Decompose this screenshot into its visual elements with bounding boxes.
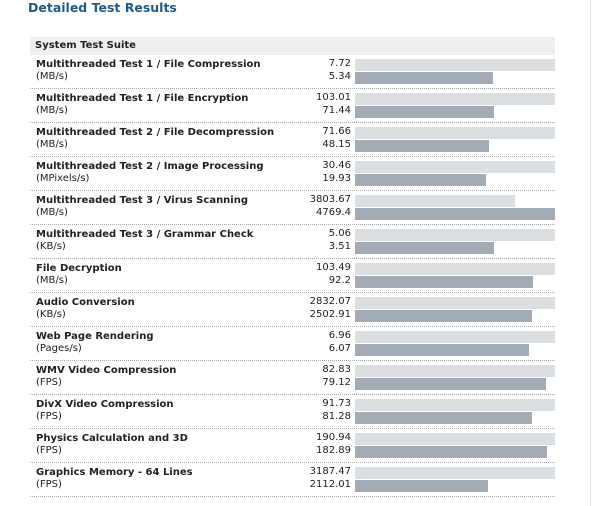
- score: 182.89: [316, 445, 351, 456]
- score: 6.96: [328, 330, 351, 341]
- row-separator: [30, 258, 555, 259]
- score: 7.72: [328, 58, 351, 69]
- test-name: WMV Video Compression: [36, 365, 177, 376]
- score-bar: [355, 344, 530, 356]
- test-unit: (MB/s): [36, 207, 68, 218]
- test-name: Audio Conversion: [36, 297, 135, 308]
- row-separator: [30, 360, 555, 361]
- test-name: Multithreaded Test 1 / File Encryption: [36, 93, 249, 104]
- score: 103.01: [316, 92, 351, 103]
- score: 3803.67: [309, 194, 351, 205]
- test-unit: (MB/s): [36, 275, 68, 286]
- score-bar: [355, 378, 547, 390]
- score: 2502.91: [309, 309, 351, 320]
- row-separator: [30, 326, 555, 327]
- score-bar: [355, 297, 555, 309]
- row-separator: [30, 224, 555, 225]
- score-bar: [355, 229, 555, 241]
- score: 2832.07: [309, 296, 351, 307]
- score-bar: [355, 365, 555, 377]
- score: 3187.47: [309, 466, 351, 477]
- test-name: Physics Calculation and 3D: [36, 433, 188, 444]
- score: 48.15: [322, 139, 351, 150]
- test-name: Multithreaded Test 3 / Grammar Check: [36, 229, 254, 240]
- score: 5.34: [328, 71, 351, 82]
- test-unit: (FPS): [36, 479, 62, 490]
- score: 5.06: [328, 228, 351, 239]
- score: 103.49: [316, 262, 351, 273]
- row-separator: [30, 156, 555, 157]
- score: 190.94: [316, 432, 351, 443]
- row-separator: [30, 292, 555, 293]
- test-unit: (FPS): [36, 377, 62, 388]
- test-name: File Decryption: [36, 263, 122, 274]
- score: 71.66: [322, 126, 351, 137]
- score-bar: [355, 208, 555, 220]
- test-unit: (MB/s): [36, 105, 68, 116]
- score-bar: [355, 161, 555, 173]
- score: 79.12: [322, 377, 351, 388]
- score-bar: [355, 263, 555, 275]
- score: 30.46: [322, 160, 351, 171]
- score-bar: [355, 242, 494, 254]
- score-bar: [355, 93, 555, 105]
- score: 6.07: [328, 343, 351, 354]
- row-separator: [30, 428, 555, 429]
- score: 4769.4: [316, 207, 351, 218]
- suite-header: System Test Suite: [30, 37, 555, 55]
- score-bar: [355, 412, 533, 424]
- score-bar: [355, 106, 494, 118]
- test-name: Multithreaded Test 2 / Image Processing: [36, 161, 264, 172]
- score-bar: [355, 433, 555, 445]
- row-separator: [30, 462, 555, 463]
- divider: [590, 0, 591, 506]
- score-bar: [355, 195, 515, 207]
- score: 71.44: [322, 105, 351, 116]
- row-separator: [30, 122, 555, 123]
- test-unit: (Pages/s): [36, 343, 82, 354]
- test-name: Multithreaded Test 2 / File Decompressio…: [36, 127, 275, 138]
- row-separator: [30, 88, 555, 89]
- score: 3.51: [328, 241, 351, 252]
- test-unit: (KB/s): [36, 309, 66, 320]
- row-separator: [30, 190, 555, 191]
- score-bar: [355, 72, 494, 84]
- test-unit: (MPixels/s): [36, 173, 90, 184]
- score: 19.93: [322, 173, 351, 184]
- row-separator: [30, 496, 555, 497]
- score-bar: [355, 480, 488, 492]
- score-bar: [355, 467, 555, 479]
- test-name: Graphics Memory - 64 Lines: [36, 467, 193, 478]
- test-name: Web Page Rendering: [36, 331, 154, 342]
- test-unit: (MB/s): [36, 139, 68, 150]
- row-separator: [30, 394, 555, 395]
- test-name: Multithreaded Test 1 / File Compression: [36, 59, 261, 70]
- score: 91.73: [322, 398, 351, 409]
- test-unit: (FPS): [36, 411, 62, 422]
- page-title: Detailed Test Results: [28, 0, 177, 15]
- score-bar: [355, 310, 532, 322]
- score-bar: [355, 140, 490, 152]
- score: 82.83: [322, 364, 351, 375]
- score-bar: [355, 446, 547, 458]
- test-unit: (KB/s): [36, 241, 66, 252]
- score-bar: [355, 399, 555, 411]
- test-unit: (MB/s): [36, 71, 68, 82]
- score-bar: [355, 276, 534, 288]
- score-bar: [355, 59, 555, 71]
- score: 2112.01: [309, 479, 351, 490]
- score: 81.28: [322, 411, 351, 422]
- score: 92.2: [328, 275, 351, 286]
- score-bar: [355, 331, 555, 343]
- score-bar: [355, 174, 486, 186]
- test-name: DivX Video Compression: [36, 399, 174, 410]
- score-bar: [355, 127, 555, 139]
- test-unit: (FPS): [36, 445, 62, 456]
- test-name: Multithreaded Test 3 / Virus Scanning: [36, 195, 249, 206]
